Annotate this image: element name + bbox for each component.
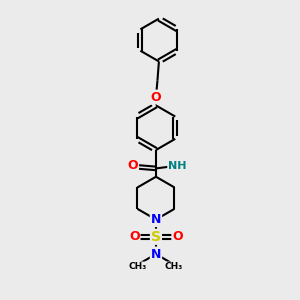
Text: N: N — [151, 213, 161, 226]
Text: CH₃: CH₃ — [165, 262, 183, 271]
Text: O: O — [128, 159, 138, 172]
Text: S: S — [151, 230, 161, 244]
Text: O: O — [151, 91, 161, 103]
Text: NH: NH — [168, 161, 187, 171]
Text: N: N — [151, 248, 161, 260]
Text: CH₃: CH₃ — [129, 262, 147, 271]
Text: O: O — [129, 230, 140, 243]
Text: O: O — [172, 230, 183, 243]
